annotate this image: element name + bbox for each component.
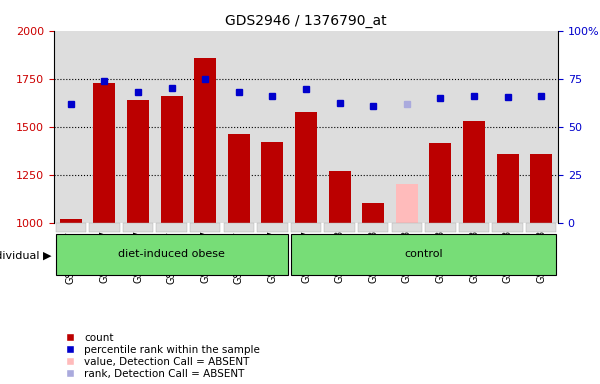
Bar [459, 223, 489, 232]
Bar [123, 223, 153, 232]
Bar [161, 96, 182, 223]
Bar [358, 223, 388, 232]
Bar [257, 223, 287, 232]
Bar [526, 223, 556, 232]
Bar [430, 143, 451, 223]
Bar [463, 121, 485, 223]
Text: diet-induced obese: diet-induced obese [118, 249, 225, 260]
Text: individual ▶: individual ▶ [0, 250, 51, 260]
Bar [56, 223, 86, 232]
Text: control: control [404, 249, 443, 260]
Bar [224, 223, 254, 232]
Title: GDS2946 / 1376790_at: GDS2946 / 1376790_at [225, 14, 387, 28]
Bar [262, 142, 283, 223]
Bar [291, 223, 321, 232]
Bar [94, 83, 115, 223]
Bar [530, 154, 552, 223]
Bar [425, 223, 455, 232]
Bar [329, 171, 350, 223]
Bar [56, 234, 287, 275]
Bar [127, 100, 149, 223]
Bar [194, 58, 216, 223]
Bar [291, 234, 556, 275]
Bar [362, 203, 384, 223]
Bar [493, 223, 523, 232]
Bar [228, 134, 250, 223]
Legend: count, percentile rank within the sample, value, Detection Call = ABSENT, rank, : count, percentile rank within the sample… [59, 333, 260, 379]
Bar [325, 223, 355, 232]
Bar [89, 223, 119, 232]
Bar [392, 223, 422, 232]
Bar [497, 154, 518, 223]
Bar [60, 219, 82, 223]
Bar [157, 223, 187, 232]
Bar [396, 184, 418, 223]
Bar [295, 112, 317, 223]
Bar [190, 223, 220, 232]
